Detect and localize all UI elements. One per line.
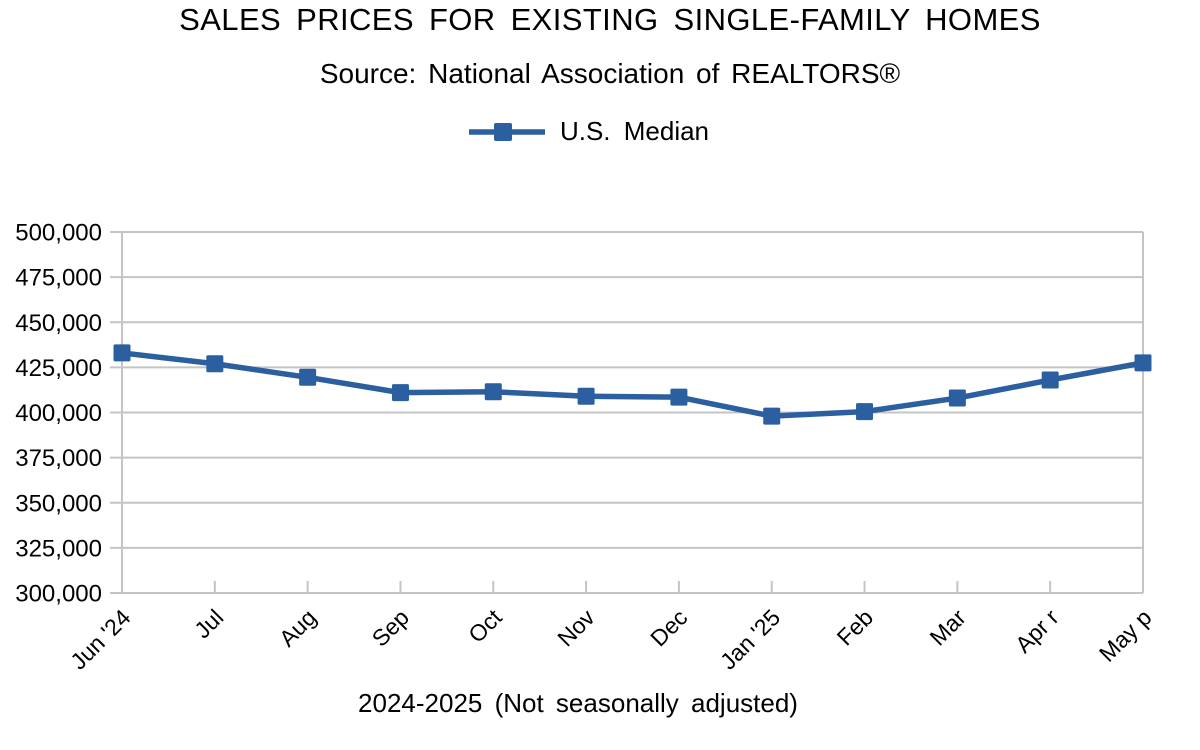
data-line xyxy=(119,350,1146,419)
x-tick-label: Aug xyxy=(274,604,321,651)
data-point-marker xyxy=(391,384,409,402)
x-tick-label: Jul xyxy=(189,604,228,643)
y-tick-label: 400,000 xyxy=(15,400,102,427)
legend-label: U.S. Median xyxy=(559,116,710,146)
data-point-marker xyxy=(948,389,966,407)
y-tick-label: 375,000 xyxy=(15,445,102,472)
data-point-marker xyxy=(1134,354,1152,372)
y-tick-label: 475,000 xyxy=(15,265,102,292)
data-point-marker xyxy=(856,403,874,421)
x-tick-label: Jan '25 xyxy=(715,604,785,674)
x-tick-label: Sep xyxy=(367,604,414,651)
x-tick-labels: Jun '24 Jul Aug Sep Oct Nov Dec Jan '25 Feb Mar Ap… xyxy=(65,604,1156,675)
data-series xyxy=(113,344,1152,425)
data-point-marker xyxy=(577,387,595,405)
data-point-marker xyxy=(299,368,317,386)
line-chart: 300,000 325,000 350,000 375,000 400,000 425,0… xyxy=(15,220,1156,675)
x-tick-label: Feb xyxy=(832,604,878,650)
y-tick-label: 450,000 xyxy=(15,310,102,337)
data-point-marker xyxy=(484,383,502,401)
plot-border xyxy=(121,232,1144,593)
y-tick-label: 300,000 xyxy=(15,581,102,608)
x-tick-label: Mar xyxy=(924,604,971,651)
data-point-marker xyxy=(670,388,688,406)
chart-subtitle: Source: National Association of REALTORS… xyxy=(319,58,901,89)
x-axis-caption: 2024-2025 (Not seasonally adjusted) xyxy=(358,688,798,718)
data-point-marker xyxy=(113,344,131,362)
x-tick-label: Nov xyxy=(552,604,600,652)
y-tick-label: 350,000 xyxy=(15,490,102,517)
legend-line-marker-icon xyxy=(468,122,545,141)
x-tick-label: Jun '24 xyxy=(65,604,135,674)
data-point-marker xyxy=(763,407,781,425)
y-tick-label: 325,000 xyxy=(15,535,102,562)
x-tick-label: Dec xyxy=(645,604,692,651)
chart-title: SALES PRICES FOR EXISTING SINGLE-FAMILY … xyxy=(179,2,1041,37)
x-tick-label: Oct xyxy=(463,604,507,648)
data-point-marker xyxy=(206,355,224,373)
gridlines xyxy=(110,231,1143,594)
y-tick-label: 425,000 xyxy=(15,355,102,382)
y-tick-labels: 300,000 325,000 350,000 375,000 400,000 425,0… xyxy=(15,220,102,608)
x-tick-label: Apr r xyxy=(1010,604,1064,658)
chart-header: SALES PRICES FOR EXISTING SINGLE-FAMILY … xyxy=(0,0,1200,90)
chart-legend: U.S. Median xyxy=(0,116,1200,147)
x-tick-label: May p xyxy=(1094,604,1157,667)
y-tick-label: 500,000 xyxy=(15,220,102,247)
x-ticks xyxy=(121,581,1144,593)
data-point-marker xyxy=(1041,371,1059,389)
